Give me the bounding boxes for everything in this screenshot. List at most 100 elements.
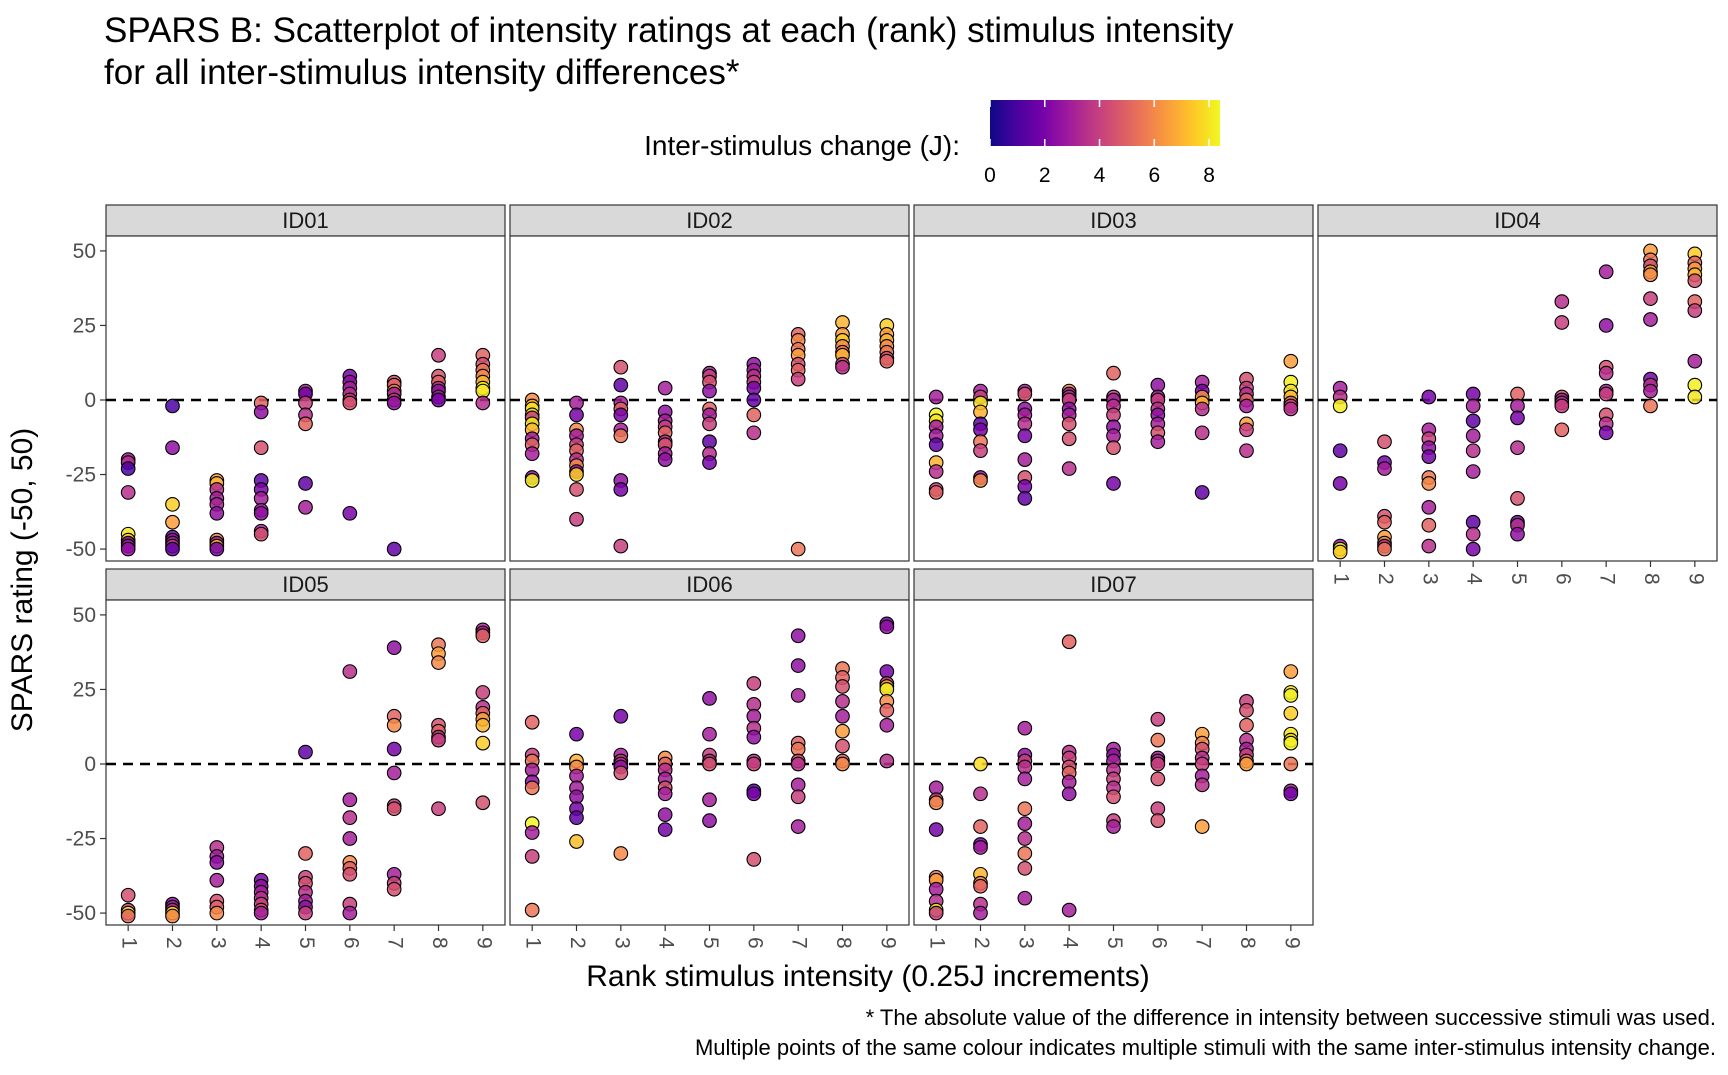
data-point (790, 371, 806, 387)
chart-title-line-2: for all inter-stimulus intensity differe… (104, 53, 740, 92)
data-point (1598, 318, 1614, 333)
x-tick-label: 8 (428, 937, 451, 949)
data-point (1194, 425, 1210, 441)
data-point (746, 392, 762, 408)
x-tick-label: 8 (1236, 937, 1259, 949)
data-point (386, 395, 402, 411)
panel-id05: ID05 (105, 568, 506, 926)
data-point (569, 407, 584, 423)
data-point (386, 717, 402, 733)
data-point (431, 655, 446, 670)
data-point (1283, 735, 1299, 751)
data-point (1150, 711, 1166, 727)
data-point (835, 708, 850, 724)
data-point (569, 834, 584, 849)
data-point (1554, 398, 1570, 414)
data-point (1377, 461, 1392, 476)
x-tick-label: 6 (1551, 573, 1574, 585)
x-tick-label: 9 (1684, 573, 1707, 585)
data-point (1377, 434, 1392, 450)
data-point (120, 541, 136, 557)
facet-panels: ID01 ID02 ID03 ID04 ID05 ID06 ID07 (105, 204, 1718, 926)
data-point (1643, 398, 1658, 414)
points-id07 (928, 634, 1299, 921)
x-tick-label: 1 (522, 937, 545, 949)
colorbar (990, 100, 1220, 146)
x-tick-label: 3 (610, 937, 633, 949)
data-point (1283, 705, 1299, 721)
data-point (165, 440, 180, 456)
x-tick-label: 4 (1059, 937, 1082, 949)
points-id06 (524, 616, 895, 918)
data-point (1106, 789, 1121, 805)
data-point (702, 455, 717, 470)
strip-background (105, 204, 506, 237)
data-point (1332, 443, 1348, 459)
data-point (1643, 267, 1658, 283)
data-point (524, 825, 540, 840)
data-point (1465, 398, 1481, 414)
x-axis-title: Rank stimulus intensity (0.25J increment… (586, 960, 1150, 993)
data-point (1017, 491, 1033, 506)
data-point (1643, 291, 1658, 306)
data-point (657, 452, 673, 467)
x-tick-label: 9 (472, 937, 495, 949)
data-point (1554, 422, 1570, 438)
y-tick-label: -50 (66, 902, 96, 925)
x-tick-label: 1 (926, 937, 949, 949)
data-point (1017, 801, 1033, 817)
x-tick-label: 7 (384, 937, 407, 949)
data-point (342, 664, 358, 679)
panel-id04: ID04 (1317, 204, 1718, 562)
x-tick-label: 2 (162, 937, 185, 949)
data-point (253, 905, 269, 921)
data-point (475, 795, 491, 811)
data-point (1017, 860, 1033, 876)
data-point (1465, 464, 1481, 479)
chart-title-line-1: SPARS B: Scatterplot of intensity rating… (104, 11, 1234, 50)
data-point (253, 505, 269, 521)
data-point (928, 485, 944, 500)
data-point (790, 541, 806, 557)
y-tick-label: 0 (84, 753, 96, 776)
data-point (702, 813, 717, 828)
strip-label: ID04 (1494, 208, 1540, 233)
data-point (1194, 819, 1210, 834)
data-point (1017, 720, 1033, 736)
data-point (165, 496, 180, 512)
y-tick-label: 50 (73, 604, 96, 627)
data-point (1510, 526, 1525, 542)
data-point (1465, 541, 1481, 557)
data-point (1017, 452, 1033, 467)
y-tick-label: -50 (66, 538, 96, 561)
data-point (475, 717, 491, 733)
data-point (524, 473, 540, 488)
data-point (790, 628, 806, 644)
data-point (1465, 443, 1481, 459)
data-point (524, 780, 540, 796)
data-point (209, 905, 225, 921)
data-point (1239, 443, 1254, 459)
panel-id03: ID03 (913, 204, 1314, 562)
caption-line-2: Multiple points of the same colour indic… (695, 1035, 1716, 1060)
data-point (431, 392, 446, 408)
colorbar-tick-label: 2 (1039, 164, 1051, 187)
data-point (209, 505, 225, 521)
data-point (702, 756, 717, 772)
x-tick-label: 6 (339, 937, 362, 949)
data-point (835, 738, 850, 754)
data-point (386, 640, 402, 656)
data-point (1239, 422, 1254, 438)
data-point (1239, 717, 1254, 733)
data-point (973, 905, 988, 921)
data-point (298, 476, 313, 491)
colorbar-tick-label: 4 (1094, 164, 1106, 187)
data-point (1239, 702, 1254, 718)
data-point (1239, 398, 1254, 414)
data-point (1332, 398, 1348, 414)
data-point (1598, 365, 1614, 381)
data-point (973, 473, 988, 488)
data-point (569, 467, 584, 482)
panel-id02: ID02 (509, 204, 910, 562)
data-point (120, 887, 136, 903)
